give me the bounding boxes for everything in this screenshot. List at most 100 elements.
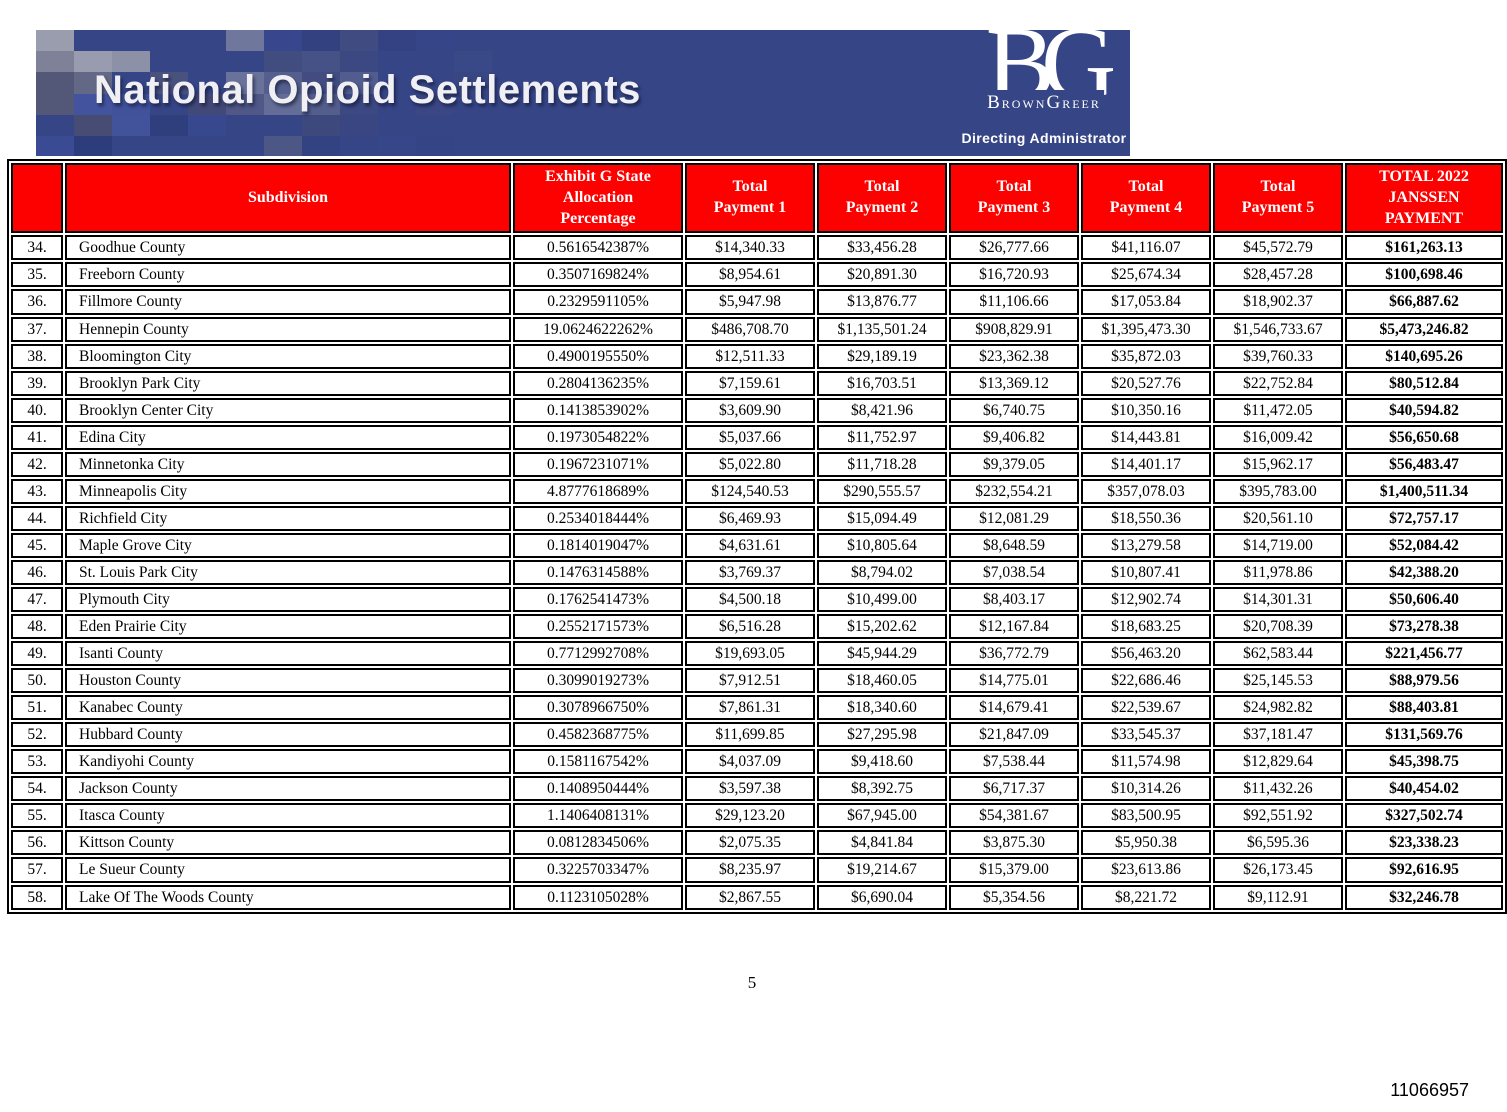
mosaic-tile bbox=[416, 30, 454, 52]
allocation-percentage-cell: 0.1814019047% bbox=[513, 532, 683, 558]
table-row: 42. Minnetonka City 0.1967231071% $5,022.80… bbox=[11, 451, 1503, 477]
mosaic-tile bbox=[112, 93, 150, 115]
table-row: 58. Lake Of The Woods County 0.1123105028%… bbox=[11, 884, 1503, 910]
payment-4-cell: $10,314.26 bbox=[1081, 776, 1211, 802]
mosaic-tile bbox=[340, 114, 378, 136]
table-row: 50. Houston County 0.3099019273% $7,912.51 $… bbox=[11, 668, 1503, 694]
total-payment-cell: $88,403.81 bbox=[1345, 695, 1503, 721]
payment-3-cell: $908,829.91 bbox=[949, 316, 1079, 342]
payment-1-cell: $14,340.33 bbox=[685, 235, 815, 261]
total-payment-cell: $73,278.38 bbox=[1345, 614, 1503, 640]
row-number-cell: 58. bbox=[11, 884, 63, 910]
payment-3-cell: $26,777.66 bbox=[949, 235, 1079, 261]
subdivision-cell: Kanabec County bbox=[65, 695, 511, 721]
payment-5-cell: $37,181.47 bbox=[1213, 722, 1343, 748]
mosaic-tile bbox=[302, 72, 340, 94]
column-header: Exhibit G State Allocation Percentage bbox=[513, 163, 683, 234]
total-payment-cell: $50,606.40 bbox=[1345, 587, 1503, 613]
allocation-percentage-cell: 0.1973054822% bbox=[513, 424, 683, 450]
allocation-percentage-cell: 4.8777618689% bbox=[513, 478, 683, 504]
allocation-percentage-cell: 0.3078966750% bbox=[513, 695, 683, 721]
payment-2-cell: $8,794.02 bbox=[817, 559, 947, 585]
row-number-cell: 56. bbox=[11, 830, 63, 856]
allocation-percentage-cell: 0.1408950444% bbox=[513, 776, 683, 802]
payment-5-cell: $39,760.33 bbox=[1213, 343, 1343, 369]
subdivision-cell: Lake Of The Woods County bbox=[65, 884, 511, 910]
subdivision-cell: Brooklyn Park City bbox=[65, 370, 511, 396]
page-title: National Opioid Settlements bbox=[94, 68, 641, 112]
payment-5-cell: $12,829.64 bbox=[1213, 749, 1343, 775]
payment-5-cell: $11,978.86 bbox=[1213, 559, 1343, 585]
payment-4-cell: $14,443.81 bbox=[1081, 424, 1211, 450]
payment-2-cell: $290,555.57 bbox=[817, 478, 947, 504]
payment-3-cell: $15,379.00 bbox=[949, 857, 1079, 883]
allocation-percentage-cell: 0.2534018444% bbox=[513, 505, 683, 531]
payment-1-cell: $7,912.51 bbox=[685, 668, 815, 694]
payment-4-cell: $25,674.34 bbox=[1081, 262, 1211, 288]
payment-1-cell: $6,469.93 bbox=[685, 505, 815, 531]
total-payment-cell: $327,502.74 bbox=[1345, 803, 1503, 829]
payment-4-cell: $5,950.38 bbox=[1081, 830, 1211, 856]
mosaic-tile bbox=[74, 136, 112, 156]
total-payment-cell: $32,246.78 bbox=[1345, 884, 1503, 910]
payment-1-cell: $3,769.37 bbox=[685, 559, 815, 585]
payment-5-cell: $16,009.42 bbox=[1213, 424, 1343, 450]
payment-2-cell: $19,214.67 bbox=[817, 857, 947, 883]
payment-5-cell: $15,962.17 bbox=[1213, 451, 1343, 477]
payment-1-cell: $4,037.09 bbox=[685, 749, 815, 775]
table-row: 55. Itasca County 1.1406408131% $29,123.20 $… bbox=[11, 803, 1503, 829]
row-number-cell: 40. bbox=[11, 397, 63, 423]
payment-5-cell: $14,301.31 bbox=[1213, 587, 1343, 613]
total-payment-cell: $131,569.76 bbox=[1345, 722, 1503, 748]
payment-1-cell: $4,500.18 bbox=[685, 587, 815, 613]
mosaic-tile bbox=[454, 51, 492, 73]
allocation-percentage-cell: 0.3099019273% bbox=[513, 668, 683, 694]
payment-2-cell: $13,876.77 bbox=[817, 289, 947, 315]
total-payment-cell: $140,695.26 bbox=[1345, 343, 1503, 369]
payment-3-cell: $8,403.17 bbox=[949, 587, 1079, 613]
mosaic-tile bbox=[36, 136, 74, 156]
subdivision-cell: Goodhue County bbox=[65, 235, 511, 261]
payment-1-cell: $5,947.98 bbox=[685, 289, 815, 315]
row-number-cell: 48. bbox=[11, 614, 63, 640]
payment-3-cell: $232,554.21 bbox=[949, 478, 1079, 504]
payment-4-cell: $357,078.03 bbox=[1081, 478, 1211, 504]
payment-5-cell: $6,595.36 bbox=[1213, 830, 1343, 856]
subdivision-cell: Bloomington City bbox=[65, 343, 511, 369]
subdivision-cell: Itasca County bbox=[65, 803, 511, 829]
total-payment-cell: $80,512.84 bbox=[1345, 370, 1503, 396]
subdivision-cell: Maple Grove City bbox=[65, 532, 511, 558]
total-payment-cell: $1,400,511.34 bbox=[1345, 478, 1503, 504]
table-row: 47. Plymouth City 0.1762541473% $4,500.18 $1… bbox=[11, 587, 1503, 613]
payment-1-cell: $486,708.70 bbox=[685, 316, 815, 342]
subdivision-cell: Fillmore County bbox=[65, 289, 511, 315]
total-payment-cell: $5,473,246.82 bbox=[1345, 316, 1503, 342]
mosaic-tile bbox=[302, 93, 340, 115]
total-payment-cell: $72,757.17 bbox=[1345, 505, 1503, 531]
payment-3-cell: $14,775.01 bbox=[949, 668, 1079, 694]
payment-3-cell: $36,772.79 bbox=[949, 641, 1079, 667]
payment-3-cell: $9,406.82 bbox=[949, 424, 1079, 450]
column-header: Total Payment 1 bbox=[685, 163, 815, 234]
row-number-cell: 54. bbox=[11, 776, 63, 802]
payment-1-cell: $11,699.85 bbox=[685, 722, 815, 748]
mosaic-tile bbox=[74, 114, 112, 136]
payment-2-cell: $20,891.30 bbox=[817, 262, 947, 288]
column-header: TOTAL 2022 JANSSEN PAYMENT bbox=[1345, 163, 1503, 234]
total-payment-cell: $100,698.46 bbox=[1345, 262, 1503, 288]
row-number-cell: 52. bbox=[11, 722, 63, 748]
payment-2-cell: $8,421.96 bbox=[817, 397, 947, 423]
payment-3-cell: $3,875.30 bbox=[949, 830, 1079, 856]
row-number-cell: 39. bbox=[11, 370, 63, 396]
total-payment-cell: $56,650.68 bbox=[1345, 424, 1503, 450]
row-number-cell: 46. bbox=[11, 559, 63, 585]
payment-4-cell: $23,613.86 bbox=[1081, 857, 1211, 883]
payment-4-cell: $14,401.17 bbox=[1081, 451, 1211, 477]
subdivision-cell: Eden Prairie City bbox=[65, 614, 511, 640]
payment-5-cell: $26,173.45 bbox=[1213, 857, 1343, 883]
total-payment-cell: $40,454.02 bbox=[1345, 776, 1503, 802]
payment-3-cell: $21,847.09 bbox=[949, 722, 1079, 748]
total-payment-cell: $42,388.20 bbox=[1345, 559, 1503, 585]
payment-2-cell: $1,135,501.24 bbox=[817, 316, 947, 342]
mosaic-tile bbox=[264, 93, 302, 115]
